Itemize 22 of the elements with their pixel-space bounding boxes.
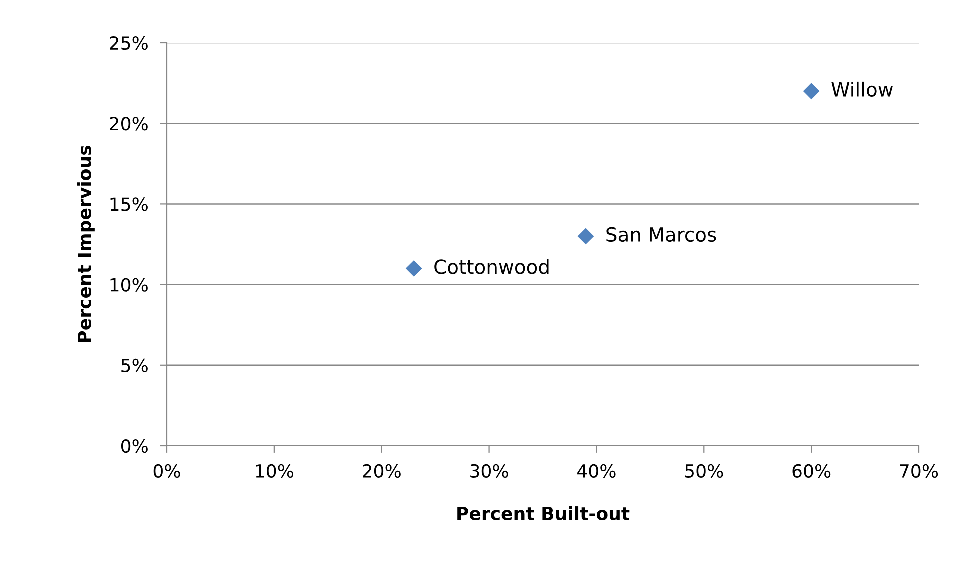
point bbox=[803, 83, 820, 100]
y-tick-label: 20% bbox=[110, 117, 148, 131]
x-tick-label: 50% bbox=[685, 464, 724, 478]
annotation: Cottonwood bbox=[434, 259, 549, 274]
point bbox=[406, 260, 422, 277]
y-tick-label: 5% bbox=[122, 358, 148, 373]
point bbox=[578, 228, 594, 245]
y-tick-label: 25% bbox=[110, 36, 148, 50]
x-tick-label: 40% bbox=[578, 464, 616, 478]
x-tick-label: 60% bbox=[792, 464, 831, 478]
x-tick-label: 10% bbox=[256, 464, 294, 478]
x-tick-label: 30% bbox=[470, 464, 508, 478]
x-tick-label: 0% bbox=[154, 464, 180, 478]
x-axis-title: Percent Built-out bbox=[458, 506, 630, 521]
x-tick-label: 20% bbox=[363, 464, 401, 478]
x-tick-label: 70% bbox=[900, 464, 938, 478]
annotation: San Marcos bbox=[606, 227, 716, 242]
y-axis-title: Percent Impervious bbox=[77, 146, 95, 342]
y-tick-label: 0% bbox=[121, 439, 148, 454]
annotation: Willow bbox=[832, 82, 893, 97]
y-tick-label: 15% bbox=[110, 198, 148, 212]
y-tick-label: 10% bbox=[110, 278, 148, 292]
